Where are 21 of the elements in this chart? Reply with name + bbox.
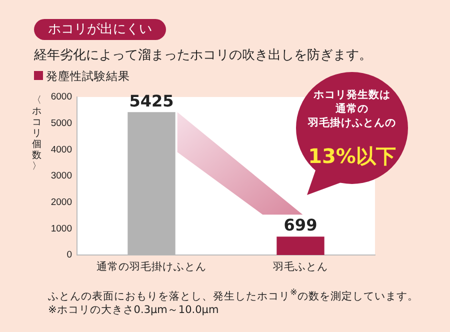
y-tick-label: 4000 bbox=[50, 144, 72, 156]
annotation: 通常の bbox=[334, 102, 370, 116]
annotation: 羽毛掛けふとんの bbox=[306, 116, 397, 130]
text: 発塵性試験結果 bbox=[46, 69, 130, 83]
y-tick-label: 6000 bbox=[50, 92, 72, 103]
data-label: 5425 bbox=[129, 91, 174, 110]
y-tick-label: 0 bbox=[66, 250, 72, 261]
text: ふとんの表面におもりを落とし、発生したホコリ$^{※}$の数を測定しています。 bbox=[48, 288, 418, 304]
annotation: 13%以下 bbox=[307, 143, 397, 170]
data-label: 699 bbox=[284, 216, 318, 235]
y-tick-label: 1000 bbox=[50, 223, 72, 234]
y-axis-title: 〈ホコリ個数〉 bbox=[31, 95, 43, 172]
annotation: ホコリ発生数は bbox=[312, 88, 392, 102]
text: ※ホコリの大きさ0.3μm～10.0μm bbox=[48, 303, 219, 317]
chart-subtitle: 経年劣化によって溜まったホコリの吹き出しを防ぎます。 bbox=[34, 47, 372, 64]
chart-title: ホコリが出にくい bbox=[34, 19, 166, 40]
y-tick-label: 5000 bbox=[50, 118, 72, 129]
y-tick-label: 2000 bbox=[50, 196, 72, 208]
x-tick-label: 羽毛ふとん bbox=[273, 260, 328, 274]
x-tick-label: 通常の羽毛掛けふとん bbox=[96, 260, 206, 274]
y-tick-label: 3000 bbox=[50, 170, 72, 182]
